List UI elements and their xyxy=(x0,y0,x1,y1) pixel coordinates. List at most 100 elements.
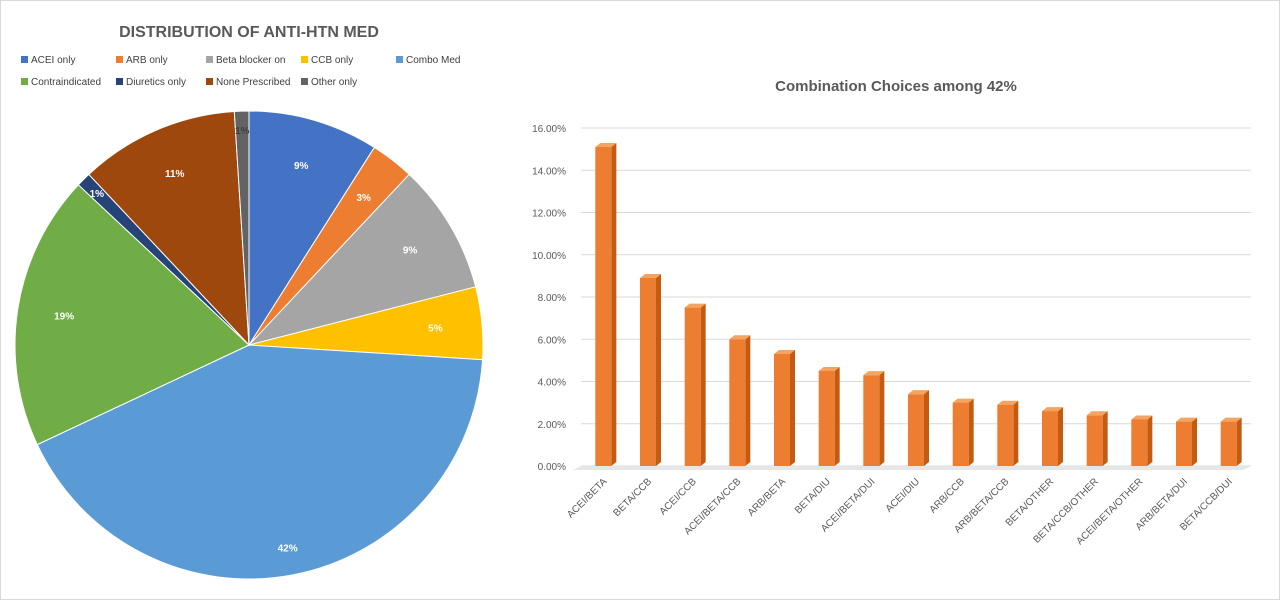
bar-front xyxy=(997,404,1014,466)
pie-label-ccb-only: 5% xyxy=(428,323,443,334)
legend-label: Other only xyxy=(311,77,357,88)
y-tick-label: 8.00% xyxy=(538,293,566,304)
bar-top xyxy=(1176,417,1197,422)
y-tick-label: 12.00% xyxy=(532,209,566,220)
bar-top xyxy=(729,335,751,340)
bar-side xyxy=(879,371,885,466)
bar-chart xyxy=(595,143,1242,467)
pie-label-other-only: 1% xyxy=(235,126,250,137)
pie-slice-contraindicated xyxy=(14,184,250,446)
bar-side xyxy=(1058,407,1063,466)
pie-legend-item-none-prescribed: None Prescribed xyxy=(206,77,290,88)
y-tick-label: 0.00% xyxy=(538,462,566,473)
bar-side xyxy=(700,303,706,466)
bar-arb-beta-ccb xyxy=(997,400,1019,466)
bar-top xyxy=(1042,407,1063,412)
bar-top xyxy=(952,398,974,403)
pie-label-arb-only: 3% xyxy=(356,193,371,204)
bar-acei-beta-dui xyxy=(863,371,885,466)
bar-top xyxy=(1086,411,1108,416)
legend-swatch xyxy=(206,56,213,63)
pie-slice-combo-med xyxy=(36,344,484,580)
pie-label-beta-blocker-on: 9% xyxy=(403,246,418,257)
legend-swatch xyxy=(301,78,308,85)
pie-chart-title: DISTRIBUTION OF ANTI-HTN MED xyxy=(119,24,379,41)
bar-y-axis: 0.00% 2.00% 4.00% 6.00% 8.00% 10.00% 12.00% 14.… xyxy=(532,124,566,473)
pie-legend-item-other-only: Other only xyxy=(301,77,357,88)
pie-legend-item-combo-med: Combo Med xyxy=(396,55,460,66)
x-tick-label-arb-ccb: ARB/CCB xyxy=(928,476,967,515)
legend-swatch xyxy=(116,56,123,63)
legend-label: CCB only xyxy=(311,55,353,66)
bar-side xyxy=(790,350,795,466)
legend-label: Combo Med xyxy=(406,55,460,66)
x-tick-label-arb-beta: ARB/BETA xyxy=(746,476,788,518)
bar-top xyxy=(1220,417,1242,422)
bar-front xyxy=(818,370,835,466)
bar-side xyxy=(745,335,751,466)
legend-label: Contraindicated xyxy=(31,77,101,88)
bar-side xyxy=(1102,411,1108,466)
bar-front xyxy=(1086,415,1103,466)
bar-side xyxy=(1013,400,1019,466)
bar-front xyxy=(1176,421,1192,466)
x-tick-label-beta-ccb: BETA/CCB xyxy=(611,476,654,519)
legend-swatch xyxy=(116,78,123,85)
bar-front xyxy=(908,394,924,466)
legend-swatch xyxy=(301,56,308,63)
bar-arb-ccb xyxy=(952,398,974,466)
bar-beta-diu xyxy=(818,366,840,466)
bar-front xyxy=(863,375,880,466)
bar-acei-diu xyxy=(908,390,929,466)
legend-label: Diuretics only xyxy=(126,77,186,88)
y-tick-label: 14.00% xyxy=(532,166,566,177)
bar-beta-other xyxy=(1042,407,1063,466)
pie-label-acei-only: 9% xyxy=(294,161,309,172)
legend-label: ARB only xyxy=(126,55,168,66)
bar-front xyxy=(1131,419,1148,466)
bar-front xyxy=(952,402,969,466)
bar-arb-beta-dui xyxy=(1176,417,1197,466)
pie-legend-item-beta-blocker-on: Beta blocker on xyxy=(206,55,286,66)
bar-side xyxy=(1147,415,1153,466)
bar-acei-beta-ccb xyxy=(729,335,751,467)
bar-side xyxy=(924,390,929,466)
bar-floor xyxy=(573,466,1251,470)
bar-top xyxy=(640,273,661,278)
pie-label-contraindicated: 19% xyxy=(54,312,74,323)
y-tick-label: 16.00% xyxy=(532,124,566,135)
bar-side xyxy=(1192,417,1197,466)
pie-slice-none-prescribed xyxy=(88,110,250,347)
bar-beta-ccb-other xyxy=(1086,411,1108,466)
pie-chart: 9% 3% 9% 5% 42% 19% 1% 11% 1% xyxy=(14,110,484,580)
pie-legend: ACEI only ARB only Beta blocker on CCB only… xyxy=(21,55,460,88)
legend-swatch xyxy=(206,78,213,85)
bar-side xyxy=(968,398,974,466)
bar-acei-beta-other xyxy=(1131,415,1153,466)
bar-top xyxy=(595,143,617,148)
y-tick-label: 10.00% xyxy=(532,251,566,262)
bar-top xyxy=(1131,415,1153,420)
bar-front xyxy=(595,147,612,466)
pie-legend-item-acei-only: ACEI only xyxy=(21,55,75,66)
pie-label-diuretics-only: 1% xyxy=(90,189,105,200)
bar-arb-beta xyxy=(774,350,795,466)
legend-swatch xyxy=(396,56,403,63)
bar-side xyxy=(1236,417,1242,466)
bar-front xyxy=(774,354,790,466)
bar-front xyxy=(640,278,656,466)
y-tick-label: 6.00% xyxy=(538,335,566,346)
bar-beta-ccb xyxy=(640,273,661,466)
bar-top xyxy=(818,366,840,371)
pie-slice-other-only xyxy=(233,110,250,346)
y-tick-label: 4.00% xyxy=(538,378,566,389)
bar-front xyxy=(684,307,701,466)
x-tick-label-acei-diu: ACEI/DIU xyxy=(884,476,922,514)
legend-swatch xyxy=(21,78,28,85)
bar-top xyxy=(863,371,885,376)
x-tick-label-beta-diu: BETA/DIU xyxy=(793,476,833,516)
pie-slice-beta-blocker-on xyxy=(247,173,477,346)
